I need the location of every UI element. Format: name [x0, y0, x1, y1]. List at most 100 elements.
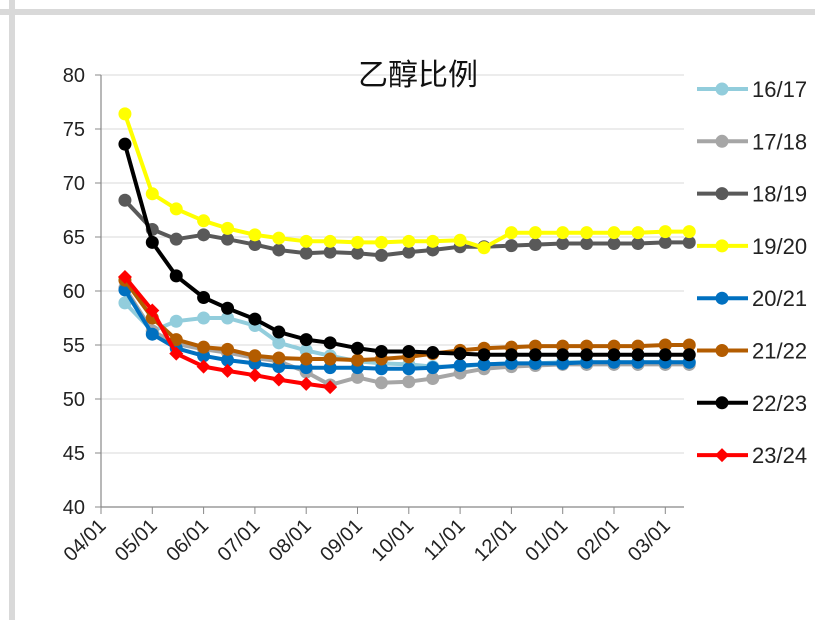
data-point — [426, 371, 440, 385]
series-line — [123, 113, 690, 250]
data-point — [299, 333, 313, 347]
data-point — [504, 348, 518, 362]
legend-marker — [715, 187, 729, 201]
data-point — [118, 137, 132, 151]
y-tick-label: 80 — [63, 65, 85, 87]
data-point — [453, 233, 467, 247]
legend-label: 20/21 — [752, 286, 807, 311]
data-point — [402, 375, 416, 389]
data-point — [145, 187, 159, 201]
data-point — [323, 352, 337, 366]
data-point — [272, 243, 286, 257]
data-point — [374, 235, 388, 249]
x-tick-label: 05/01 — [111, 515, 162, 566]
data-point — [477, 241, 491, 255]
page-left-border — [9, 0, 15, 620]
data-point — [351, 353, 364, 367]
data-point — [556, 236, 570, 250]
data-point — [580, 348, 594, 362]
data-point — [272, 351, 286, 365]
legend-item: 23/24 — [697, 443, 807, 468]
x-axis-ticks: 04/01 05/01 06/01 07/01 08/01 09/01 10/01 11/01… — [60, 507, 675, 566]
data-point — [580, 226, 594, 240]
legend: 16/17 17/18 18/19 19/20 20/21 21/22 22/23 23/24 — [697, 77, 807, 468]
data-point — [169, 333, 183, 347]
legend-marker — [715, 134, 729, 148]
data-point — [221, 221, 235, 235]
data-point — [426, 361, 440, 375]
x-tick-label: 09/01 — [316, 515, 367, 566]
legend-item: 22/23 — [697, 391, 807, 416]
data-point — [145, 327, 159, 341]
y-tick-label: 70 — [63, 173, 85, 195]
legend-label: 18/19 — [752, 182, 807, 207]
data-point — [323, 245, 337, 259]
y-tick-label: 55 — [63, 335, 85, 357]
data-point — [323, 336, 337, 350]
data-point — [426, 346, 440, 360]
legend-item: 21/22 — [697, 339, 807, 364]
legend-item: 20/21 — [697, 286, 807, 311]
y-tick-label: 75 — [63, 119, 85, 141]
legend-marker — [715, 239, 729, 253]
data-point — [631, 348, 645, 362]
data-point — [631, 226, 645, 240]
series-18-19 — [118, 193, 696, 262]
data-point — [374, 376, 388, 390]
data-point — [118, 296, 132, 310]
legend-item: 19/20 — [697, 234, 807, 259]
data-point — [272, 231, 286, 245]
data-point — [658, 348, 672, 362]
y-tick-label: 50 — [63, 389, 85, 411]
legend-item: 16/17 — [697, 77, 807, 102]
data-point — [351, 235, 364, 249]
data-point — [351, 246, 364, 260]
legend-marker — [715, 82, 729, 96]
legend-label: 16/17 — [752, 77, 807, 102]
data-point — [682, 348, 696, 362]
x-tick-label: 12/01 — [470, 515, 521, 566]
data-point — [607, 226, 621, 240]
data-point — [580, 236, 594, 250]
y-tick-label: 45 — [63, 443, 85, 465]
legend-marker — [715, 291, 729, 305]
data-point — [607, 236, 621, 250]
legend-label: 23/24 — [752, 443, 807, 468]
data-point — [248, 312, 262, 326]
data-point — [556, 348, 570, 362]
data-point — [169, 232, 183, 246]
data-point — [271, 372, 286, 387]
data-point — [221, 353, 235, 367]
x-tick-label: 07/01 — [213, 515, 264, 566]
data-point — [169, 202, 183, 216]
data-point — [247, 368, 262, 383]
data-point — [248, 238, 262, 252]
series-23-24 — [117, 269, 338, 395]
data-point — [272, 325, 286, 339]
data-point — [631, 236, 645, 250]
legend-label: 19/20 — [752, 234, 807, 259]
data-point — [528, 226, 542, 240]
data-point — [682, 225, 696, 239]
chart-title: 乙醇比例 — [358, 58, 478, 93]
data-point — [453, 347, 467, 361]
page-top-border — [0, 9, 815, 15]
x-tick-label: 02/01 — [573, 515, 624, 566]
x-tick-label: 06/01 — [162, 515, 213, 566]
data-point — [323, 234, 337, 248]
data-point — [248, 228, 262, 242]
data-point — [374, 362, 388, 376]
series-19-20 — [118, 107, 696, 255]
data-point — [453, 359, 467, 373]
data-point — [402, 344, 416, 358]
data-point — [299, 234, 313, 248]
data-point — [196, 359, 211, 374]
legend-label: 22/23 — [752, 391, 807, 416]
data-point — [197, 290, 211, 304]
data-point — [117, 269, 132, 284]
legend-item: 18/19 — [697, 182, 807, 207]
data-point — [351, 341, 364, 355]
grid — [101, 74, 684, 454]
